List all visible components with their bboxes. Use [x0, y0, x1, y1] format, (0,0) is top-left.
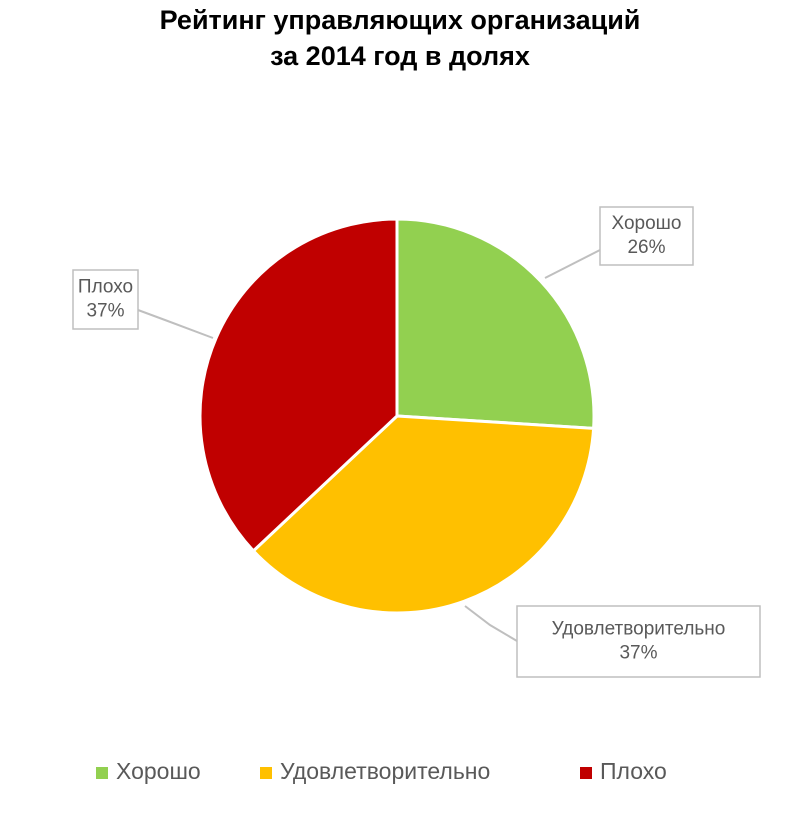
pie-slice — [251, 414, 596, 615]
data-label-box — [599, 206, 694, 266]
data-label-value: 26% — [627, 237, 665, 258]
data-label-box — [72, 269, 139, 330]
data-label-box — [516, 605, 761, 678]
legend-marker — [260, 767, 272, 779]
data-label-name: Удовлетворительно — [552, 619, 726, 640]
leader-line — [544, 249, 601, 279]
legend-marker — [580, 767, 592, 779]
chart-title: Рейтинг управляющих организаций — [160, 5, 641, 35]
pie-slice — [198, 217, 399, 553]
data-label-value: 37% — [619, 643, 657, 664]
data-label-name: Хорошо — [612, 213, 682, 234]
data-label-value: 37% — [86, 301, 124, 322]
data-label-name: Плохо — [78, 277, 133, 298]
legend-label: Удовлетворительно — [280, 758, 490, 784]
leader-line — [464, 605, 518, 642]
leader-line — [137, 309, 214, 339]
legend-marker — [96, 767, 108, 779]
legend-label: Хорошо — [116, 758, 201, 784]
chart-title: за 2014 год в долях — [270, 41, 530, 71]
pie-slice — [395, 217, 596, 430]
legend-label: Плохо — [600, 758, 667, 784]
